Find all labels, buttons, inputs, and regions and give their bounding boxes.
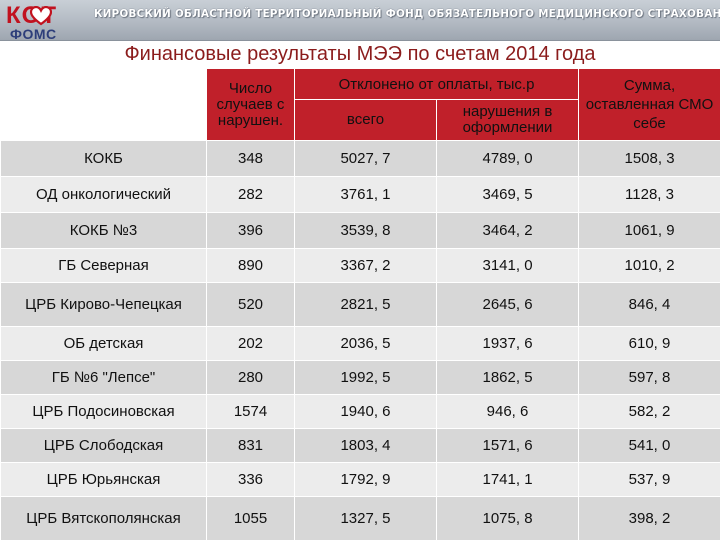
column-header-rejected-paperwork: нарушения в оформлении: [437, 100, 579, 141]
column-header-rejected-total: всего: [295, 100, 437, 141]
cell-institution-name: КОКБ: [1, 141, 207, 177]
cell-kept-by-smo: 1128, 3: [579, 177, 720, 213]
cell-institution-name: ГБ Северная: [1, 249, 207, 283]
cell-kept-by-smo: 541, 0: [579, 429, 720, 463]
cell-rejected-total: 1803, 4: [295, 429, 437, 463]
cell-rejected-paperwork: 3469, 5: [437, 177, 579, 213]
cell-rejected-paperwork: 1075, 8: [437, 497, 579, 541]
cell-rejected-total: 3367, 2: [295, 249, 437, 283]
cell-kept-by-smo: 1508, 3: [579, 141, 720, 177]
cell-kept-by-smo: 597, 8: [579, 361, 720, 395]
page-title: Финансовые результаты МЭЭ по счетам 2014…: [0, 43, 720, 66]
cell-rejected-total: 2821, 5: [295, 283, 437, 327]
cell-kept-by-smo: 398, 2: [579, 497, 720, 541]
cell-rejected-paperwork: 946, 6: [437, 395, 579, 429]
cell-institution-name: ОД онкологический: [1, 177, 207, 213]
cell-institution-name: ГБ №6 "Лепсе": [1, 361, 207, 395]
cell-rejected-paperwork: 1741, 1: [437, 463, 579, 497]
cell-rejected-total: 1792, 9: [295, 463, 437, 497]
cell-cases: 520: [207, 283, 295, 327]
cell-kept-by-smo: 846, 4: [579, 283, 720, 327]
cell-rejected-total: 5027, 7: [295, 141, 437, 177]
cell-cases: 280: [207, 361, 295, 395]
cell-cases: 348: [207, 141, 295, 177]
cell-cases: 1574: [207, 395, 295, 429]
header-bar: КОТ ФОМС КИРОВСКИЙ ОБЛАСТНОЙ ТЕРРИТОРИАЛ…: [0, 0, 720, 41]
cell-kept-by-smo: 537, 9: [579, 463, 720, 497]
cell-rejected-total: 3539, 8: [295, 213, 437, 249]
cell-kept-by-smo: 1061, 9: [579, 213, 720, 249]
cell-kept-by-smo: 610, 9: [579, 327, 720, 361]
cell-cases: 282: [207, 177, 295, 213]
cell-institution-name: ЦРБ Подосиновская: [1, 395, 207, 429]
cell-institution-name: ЦРБ Вятскополянская: [1, 497, 207, 541]
cell-cases: 396: [207, 213, 295, 249]
cell-institution-name: ЦРБ Кирово-Чепецкая: [1, 283, 207, 327]
cell-institution-name: КОКБ №3: [1, 213, 207, 249]
cell-rejected-paperwork: 1862, 5: [437, 361, 579, 395]
logo-bottom-text: ФОМС: [10, 26, 57, 42]
fund-title: КИРОВСКИЙ ОБЛАСТНОЙ ТЕРРИТОРИАЛЬНЫЙ ФОНД…: [94, 8, 712, 20]
cell-cases: 1055: [207, 497, 295, 541]
cell-rejected-paperwork: 1937, 6: [437, 327, 579, 361]
cell-rejected-paperwork: 2645, 6: [437, 283, 579, 327]
cell-rejected-paperwork: 4789, 0: [437, 141, 579, 177]
cell-rejected-total: 1327, 5: [295, 497, 437, 541]
cell-institution-name: ОБ детская: [1, 327, 207, 361]
cell-rejected-paperwork: 1571, 6: [437, 429, 579, 463]
cell-cases: 336: [207, 463, 295, 497]
heart-icon: [30, 6, 52, 26]
cell-rejected-paperwork: 3141, 0: [437, 249, 579, 283]
foms-logo: КОТ ФОМС: [4, 2, 84, 42]
cell-institution-name: ЦРБ Юрьянская: [1, 463, 207, 497]
cell-rejected-total: 1940, 6: [295, 395, 437, 429]
results-table: Число случаев с нарушен. Отклонено от оп…: [0, 68, 720, 541]
cell-rejected-total: 2036, 5: [295, 327, 437, 361]
cell-cases: 890: [207, 249, 295, 283]
cell-kept-by-smo: 582, 2: [579, 395, 720, 429]
cell-rejected-total: 1992, 5: [295, 361, 437, 395]
cell-institution-name: ЦРБ Слободская: [1, 429, 207, 463]
column-header-kept-by-smo: Сумма, оставленная СМО себе: [579, 69, 720, 141]
cell-rejected-total: 3761, 1: [295, 177, 437, 213]
cell-cases: 831: [207, 429, 295, 463]
cell-cases: 202: [207, 327, 295, 361]
column-header-rejected-group: Отклонено от оплаты, тыс.р: [295, 69, 579, 100]
header-corner: [1, 69, 207, 141]
cell-rejected-paperwork: 3464, 2: [437, 213, 579, 249]
column-header-cases: Число случаев с нарушен.: [207, 69, 295, 141]
cell-kept-by-smo: 1010, 2: [579, 249, 720, 283]
